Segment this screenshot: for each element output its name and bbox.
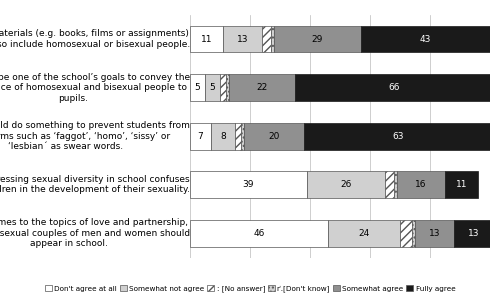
Bar bbox=[235, 123, 241, 149]
Text: When it comes to the topics of love and partnership,
only heterosexual couples o: When it comes to the topics of love and … bbox=[0, 218, 190, 248]
Bar bbox=[445, 171, 478, 198]
Text: 7: 7 bbox=[198, 132, 203, 141]
Bar bbox=[244, 123, 304, 149]
Bar bbox=[454, 220, 493, 247]
Text: 16: 16 bbox=[415, 180, 427, 189]
Bar bbox=[274, 26, 361, 52]
Text: 8: 8 bbox=[220, 132, 226, 141]
Bar bbox=[241, 123, 244, 149]
Bar bbox=[394, 171, 397, 198]
Bar bbox=[295, 74, 493, 101]
Text: 22: 22 bbox=[256, 83, 268, 92]
Bar bbox=[412, 220, 415, 247]
Bar bbox=[262, 26, 271, 52]
Text: Addressing sexual diversity in school confuses
children in the development of th: Addressing sexual diversity in school co… bbox=[0, 175, 190, 194]
Text: 46: 46 bbox=[254, 229, 264, 238]
Bar bbox=[304, 123, 493, 149]
Bar bbox=[397, 171, 445, 198]
Text: 39: 39 bbox=[243, 180, 254, 189]
Bar bbox=[190, 220, 328, 247]
Bar bbox=[226, 74, 229, 101]
Text: 43: 43 bbox=[420, 35, 431, 44]
Text: 11: 11 bbox=[456, 180, 467, 189]
Bar bbox=[361, 26, 490, 52]
Bar bbox=[190, 74, 205, 101]
Text: 66: 66 bbox=[388, 83, 400, 92]
Text: 5: 5 bbox=[194, 83, 200, 92]
Text: It should be one of the school’s goals to convey the
acceptance of homosexual an: It should be one of the school’s goals t… bbox=[0, 73, 190, 102]
Bar bbox=[328, 220, 400, 247]
Bar bbox=[211, 123, 235, 149]
Text: 29: 29 bbox=[312, 35, 323, 44]
Legend: Don't agree at all, Somewhat not agree, : [No answer], ґ.[Don't know], Somewhat : Don't agree at all, Somewhat not agree, … bbox=[44, 285, 456, 292]
Bar bbox=[223, 26, 262, 52]
Bar bbox=[205, 74, 220, 101]
Text: 13: 13 bbox=[468, 229, 479, 238]
Bar bbox=[271, 26, 274, 52]
Text: 24: 24 bbox=[358, 229, 370, 238]
Text: 11: 11 bbox=[201, 35, 212, 44]
Text: Schools should do something to prevent students from
using terms such as ‘faggot: Schools should do something to prevent s… bbox=[0, 121, 190, 151]
Bar bbox=[190, 171, 307, 198]
Bar bbox=[190, 123, 211, 149]
Bar bbox=[229, 74, 295, 101]
Text: 63: 63 bbox=[393, 132, 404, 141]
Bar bbox=[400, 220, 412, 247]
Bar bbox=[307, 171, 385, 198]
Text: 13: 13 bbox=[237, 35, 248, 44]
Bar bbox=[190, 26, 223, 52]
Text: 20: 20 bbox=[268, 132, 280, 141]
Text: 26: 26 bbox=[340, 180, 351, 189]
Text: 13: 13 bbox=[429, 229, 440, 238]
Bar bbox=[385, 171, 394, 198]
Text: School materials (e.g. books, films or assignments)
should also include homosexu: School materials (e.g. books, films or a… bbox=[0, 29, 190, 49]
Text: 5: 5 bbox=[210, 83, 216, 92]
Bar bbox=[220, 74, 226, 101]
Bar bbox=[415, 220, 454, 247]
